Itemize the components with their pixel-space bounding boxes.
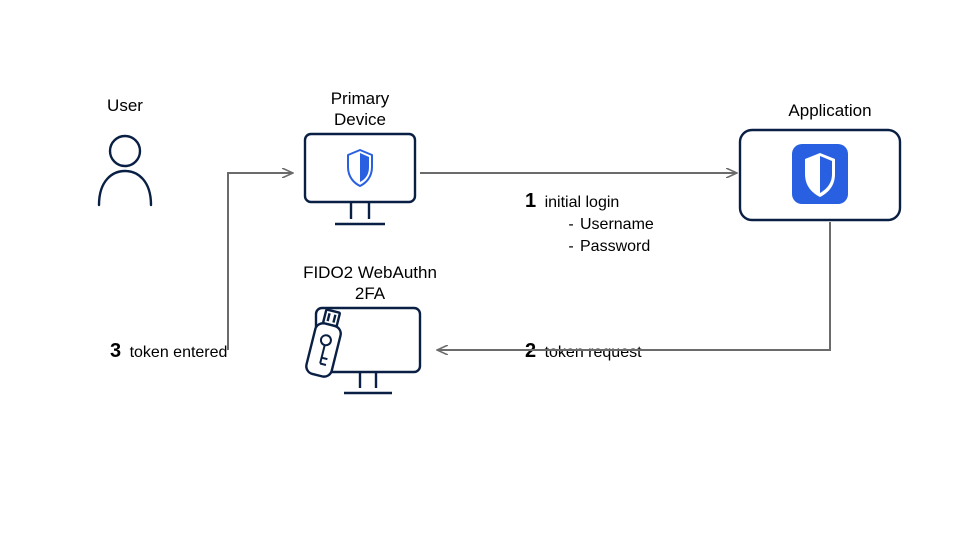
step3-label: 3 token entered — [110, 340, 227, 363]
step1-bullet-2: -Password — [562, 236, 654, 258]
step2-label: 2 token request — [525, 340, 642, 363]
step3-text: token entered — [130, 344, 228, 361]
primary-device-label: Primary Device — [300, 88, 420, 131]
step3-number: 3 — [110, 340, 121, 362]
primary-device-label-line2: Device — [334, 110, 386, 129]
step2-text: token request — [545, 344, 642, 361]
fido-label: FIDO2 WebAuthn 2FA — [285, 262, 455, 305]
application-shield-icon — [792, 144, 848, 204]
step1-bullet-1: -Username — [562, 214, 654, 236]
step1-bullets: -Username -Password — [562, 214, 654, 257]
diagram-stage: User Primary Device Application FIDO2 We… — [0, 0, 960, 540]
primary-device-label-line1: Primary — [331, 89, 390, 108]
user-icon — [99, 136, 151, 205]
user-label: User — [85, 95, 165, 116]
application-node — [740, 130, 900, 220]
fido-label-line1: FIDO2 WebAuthn — [303, 263, 437, 282]
step1-number: 1 — [525, 190, 536, 212]
diagram-svg — [0, 0, 960, 540]
security-key-icon — [305, 308, 346, 378]
step1-label: 1 initial login — [525, 190, 619, 213]
fido-label-line2: 2FA — [355, 284, 385, 303]
shield-icon — [348, 150, 372, 186]
step2-number: 2 — [525, 340, 536, 362]
arrow-3 — [228, 173, 292, 350]
step1-text: initial login — [545, 194, 620, 211]
monitor-icon — [305, 134, 415, 224]
application-label: Application — [760, 100, 900, 121]
fido-device-icon — [305, 308, 420, 393]
